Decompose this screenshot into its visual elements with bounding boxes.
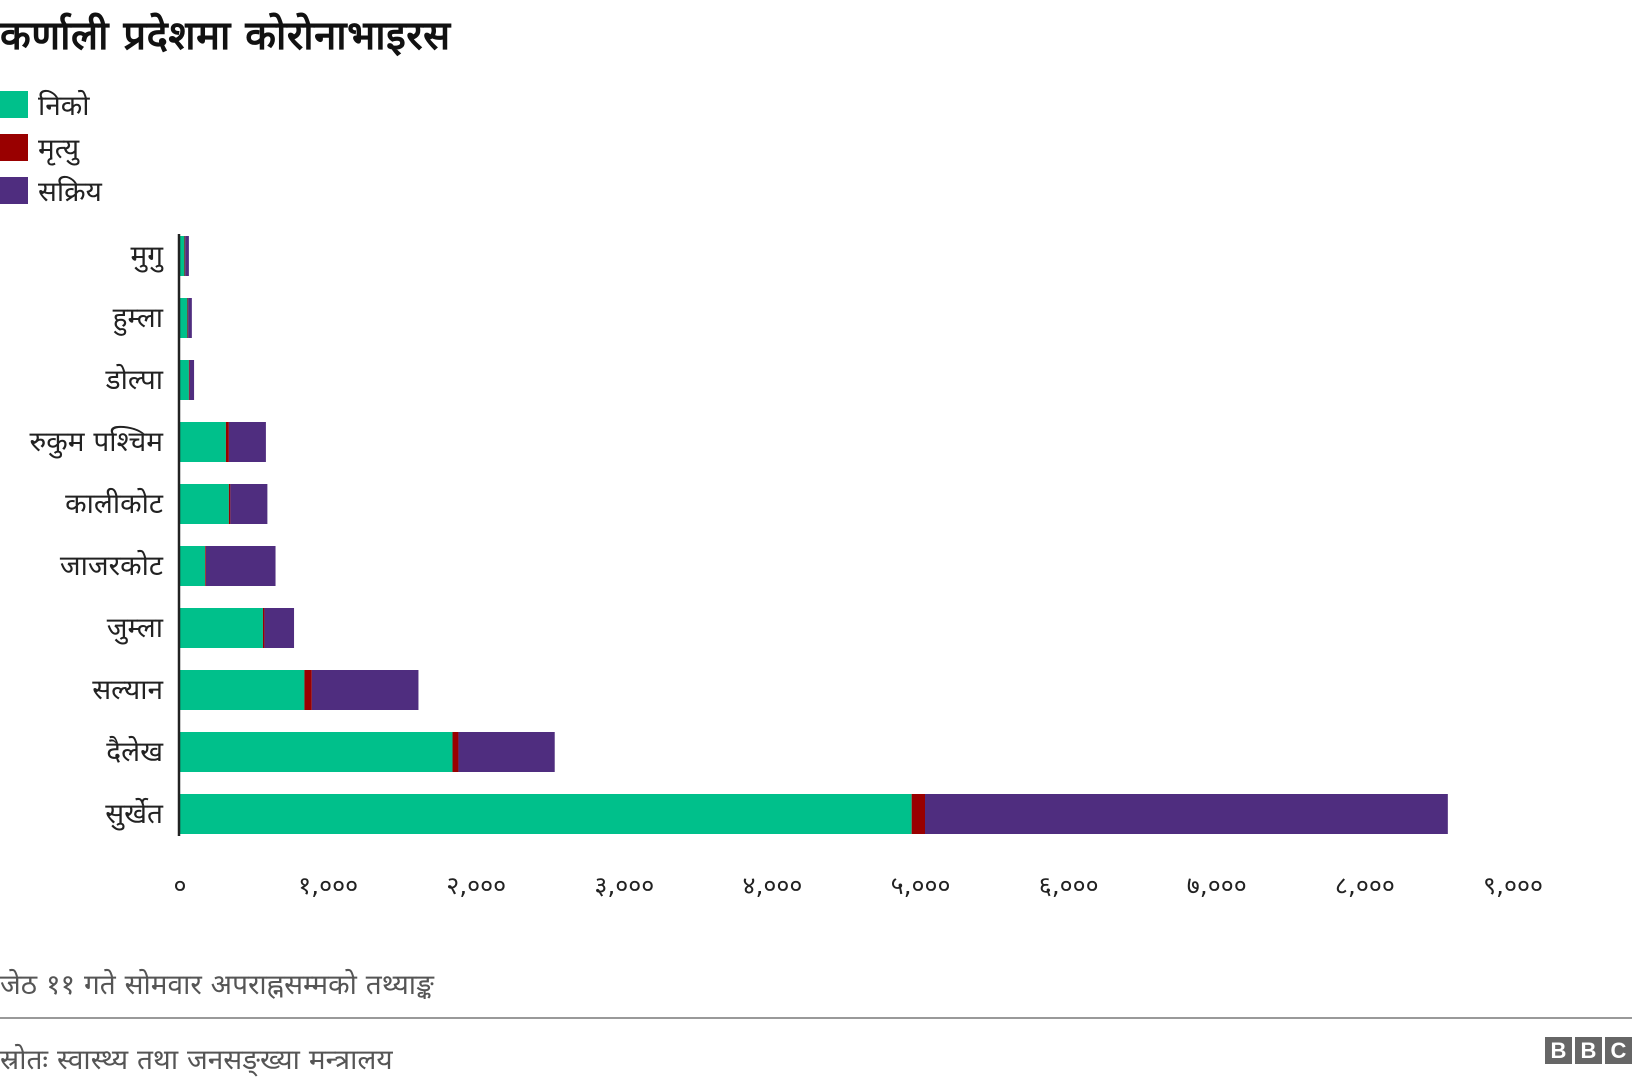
bar-segment-recovered [180,236,185,276]
bar-segment-active [188,298,192,338]
bar-segment-recovered [180,732,453,772]
x-tick-label: ५,००० [891,871,951,900]
bar-segment-active [311,670,419,710]
bar-segment-deaths [452,732,459,772]
x-tick-label: ० [173,871,186,900]
chart-title: कर्णाली प्रदेशमा कोरोनाभाइरस [0,13,451,59]
bar-segment-active [230,484,268,524]
legend-label-active: सक्रिय [38,175,102,208]
legend-label-deaths: मृत्यु [38,132,80,165]
bbc-logo-block: B [1545,1037,1572,1064]
bar-segment-active [189,360,195,400]
bar-segment-recovered [180,422,226,462]
bar-segment-deaths [225,422,229,462]
bar-segment-recovered [180,794,912,834]
x-tick-label: ७,००० [1187,871,1247,900]
bar-segment-active [205,546,276,586]
bar-segment-deaths [184,236,186,276]
divider [0,1017,1632,1019]
category-label: सल्यान [92,673,163,706]
bbc-logo: B B C [1545,1037,1632,1064]
bbc-logo-block: B [1575,1037,1602,1064]
bar-segment-deaths [187,298,189,338]
bar-segment-recovered [180,298,188,338]
x-tick-label: ९,००० [1483,871,1543,900]
bar-segment-deaths [188,360,190,400]
x-tick-label: ३,००० [594,871,654,900]
bar-segment-deaths [228,484,231,524]
legend-swatch-active [0,177,28,204]
footnote: जेठ ११ गते सोमवार अपराह्नसम्मको तथ्याङ्क [0,968,434,1001]
bar-segment-active [228,422,266,462]
category-label: जुम्ला [107,611,164,645]
bar-segment-deaths [262,608,265,648]
legend-swatch-deaths [0,134,28,161]
bar-segment-active [924,794,1448,834]
bar-segment-recovered [180,670,305,710]
x-tick-label: ८,००० [1335,871,1395,900]
bar-segment-recovered [180,546,206,586]
category-label: जाजरकोट [60,549,164,582]
legend-label-recovered: निको [38,89,90,122]
bar-segment-deaths [911,794,925,834]
bar-segment-deaths [205,546,206,586]
category-label: कालीकोट [65,487,164,520]
bar-segment-active [264,608,295,648]
bbc-logo-block: C [1605,1037,1632,1064]
category-label: सुर्खेत [105,797,164,831]
x-tick-label: ४,००० [742,871,802,900]
source-note: स्रोतः स्वास्थ्य तथा जनसङ्ख्या मन्त्रालय [0,1043,393,1076]
x-tick-label: ६,००० [1039,871,1099,900]
bar-segment-deaths [304,670,312,710]
category-label: मुगु [130,239,164,273]
legend-swatch-recovered [0,91,28,118]
category-label: दैलेख [106,735,164,768]
category-label: हुम्ला [113,301,164,336]
bar-chart: मुगु हुम्ला डोल्पा रुकुम पश्चिम कालीकोट जाजरक… [30,234,1543,900]
bar-segment-active [458,732,555,772]
bar-segment-recovered [180,360,189,400]
bar-segment-active [185,236,189,276]
bar-segment-recovered [180,608,263,648]
x-tick-label: २,००० [446,871,506,900]
bar-segment-recovered [180,484,229,524]
x-tick-label: १,००० [298,871,358,900]
category-label: डोल्पा [105,363,164,396]
category-label: रुकुम पश्चिम [30,425,165,459]
